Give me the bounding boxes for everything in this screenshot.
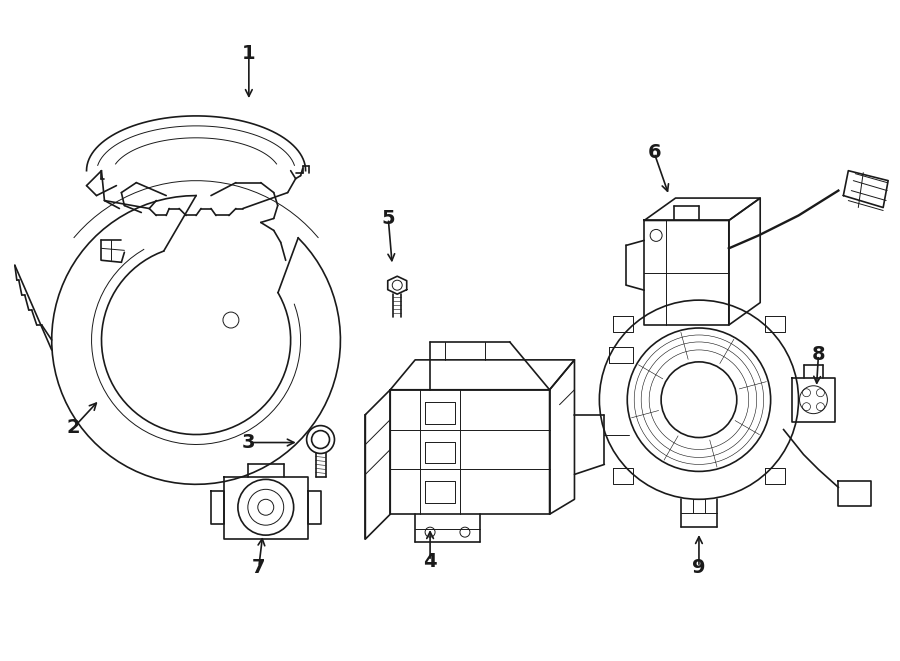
Text: 8: 8 xyxy=(812,346,825,364)
Text: 6: 6 xyxy=(647,143,661,162)
Text: 5: 5 xyxy=(382,209,395,228)
Text: 4: 4 xyxy=(423,551,436,570)
Text: 1: 1 xyxy=(242,44,256,63)
Text: 3: 3 xyxy=(242,433,256,452)
Text: 2: 2 xyxy=(67,418,80,437)
Text: 7: 7 xyxy=(252,557,266,576)
Text: 9: 9 xyxy=(692,557,706,576)
